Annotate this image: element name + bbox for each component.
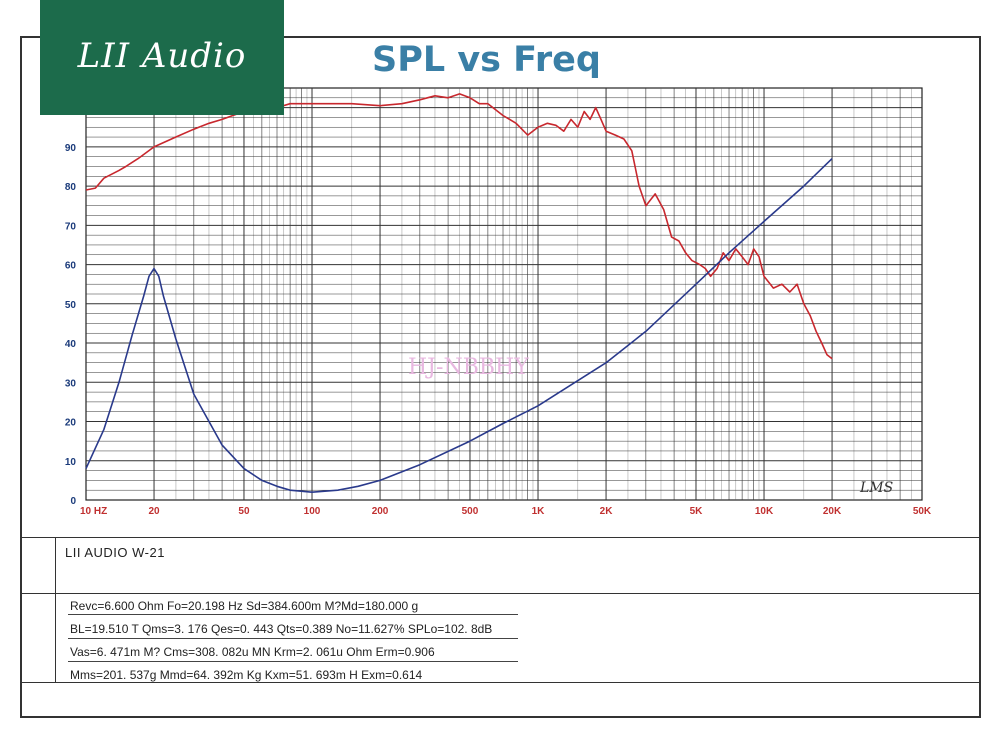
- y-tick-label: 0: [70, 496, 76, 507]
- y-tick-label: 30: [65, 378, 77, 389]
- impedance-curve: [85, 158, 833, 493]
- x-tick-label: 20K: [823, 506, 842, 517]
- info-column-line: [55, 537, 56, 682]
- info-divider: [20, 537, 981, 538]
- param-underline: [68, 614, 518, 615]
- y-axis-labels: 0102030405060708090100: [59, 104, 76, 507]
- x-tick-label: 5K: [690, 506, 704, 517]
- x-tick-label: 50K: [913, 506, 932, 517]
- y-tick-label: 50: [65, 300, 77, 311]
- y-tick-label: 40: [65, 339, 77, 350]
- y-tick-label: 70: [65, 221, 77, 232]
- param-underline: [68, 661, 518, 662]
- datasheet-frame: [20, 36, 981, 718]
- y-tick-label: 90: [65, 143, 77, 154]
- param-line-4: Mms=201. 537g Mmd=64. 392m Kg Kxm=51. 69…: [70, 668, 423, 682]
- chart-title: SPL vs Freq: [372, 40, 601, 80]
- param-line-1: Revc=6.600 Ohm Fo=20.198 Hz Sd=384.600m …: [70, 599, 419, 613]
- x-tick-label: 2K: [600, 506, 614, 517]
- info-divider: [20, 682, 981, 683]
- x-tick-label: 500: [462, 506, 479, 517]
- brand-logo: LII Audio: [40, 0, 284, 115]
- lms-signature: LMS: [859, 480, 893, 496]
- x-tick-label: 10K: [755, 506, 774, 517]
- x-tick-label: 200: [372, 506, 389, 517]
- logo-text: LII Audio: [77, 36, 247, 76]
- spl-curve: [85, 93, 833, 360]
- param-underline: [68, 638, 518, 639]
- chart-curves: [85, 93, 833, 493]
- y-tick-label: 10: [65, 457, 77, 468]
- param-line-2: BL=19.510 T Qms=3. 176 Qes=0. 443 Qts=0.…: [70, 622, 493, 636]
- x-axis-labels: 10 HZ 20 50 100 200 500 1K 2K 5K 10K 20K 50K: [80, 506, 932, 517]
- chart-grid: [85, 87, 923, 501]
- x-tick-label: 20: [148, 506, 160, 517]
- x-tick-label: 50: [238, 506, 250, 517]
- x-tick-label: 100: [304, 506, 321, 517]
- model-name: LII AUDIO W-21: [65, 545, 165, 560]
- y-tick-label: 20: [65, 418, 77, 429]
- watermark-text: HJ-NBBHY: [408, 355, 529, 380]
- y-tick-label: 60: [65, 261, 77, 272]
- y-tick-label: 80: [65, 182, 77, 193]
- info-divider: [20, 593, 981, 594]
- x-tick-label: 10 HZ: [80, 506, 107, 517]
- param-line-3: Vas=6. 471m M? Cms=308. 082u MN Krm=2. 0…: [70, 645, 435, 659]
- x-tick-label: 1K: [532, 506, 546, 517]
